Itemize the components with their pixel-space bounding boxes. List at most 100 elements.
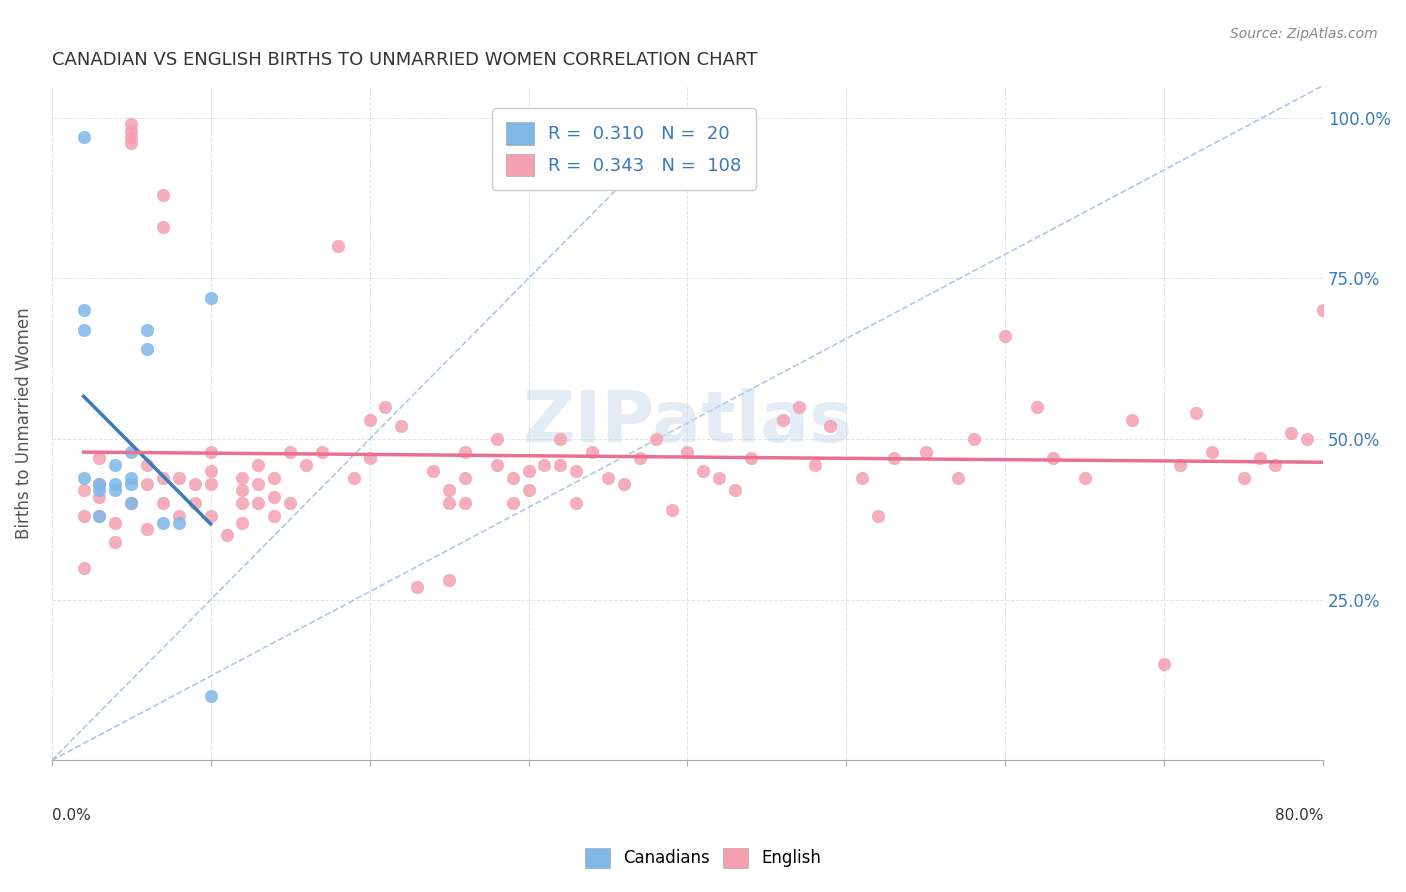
Point <box>120 445 142 459</box>
Point <box>278 445 301 459</box>
Point <box>502 496 524 510</box>
Point <box>740 451 762 466</box>
Point <box>295 458 318 472</box>
Point <box>946 470 969 484</box>
Point <box>120 496 142 510</box>
Point <box>215 528 238 542</box>
Point <box>437 483 460 498</box>
Point <box>1233 470 1256 484</box>
Point <box>550 432 572 446</box>
Point <box>247 477 270 491</box>
Point <box>851 470 873 484</box>
Point <box>1074 470 1097 484</box>
Point <box>89 509 111 524</box>
Point <box>120 117 142 131</box>
Point <box>1201 445 1223 459</box>
Point <box>89 509 111 524</box>
Point <box>565 496 588 510</box>
Point <box>184 496 207 510</box>
Point <box>72 323 94 337</box>
Text: CANADIAN VS ENGLISH BIRTHS TO UNMARRIED WOMEN CORRELATION CHART: CANADIAN VS ENGLISH BIRTHS TO UNMARRIED … <box>52 51 756 69</box>
Point <box>104 477 127 491</box>
Point <box>104 516 127 530</box>
Point <box>120 123 142 137</box>
Point <box>1296 432 1319 446</box>
Point <box>343 470 366 484</box>
Point <box>247 458 270 472</box>
Point <box>374 400 396 414</box>
Point <box>167 509 190 524</box>
Point <box>136 342 159 356</box>
Point <box>517 483 540 498</box>
Point <box>231 516 253 530</box>
Point <box>120 136 142 151</box>
Point <box>136 323 159 337</box>
Point <box>565 464 588 478</box>
Point <box>120 477 142 491</box>
Point <box>311 445 333 459</box>
Point <box>692 464 714 478</box>
Point <box>787 400 810 414</box>
Point <box>1344 458 1367 472</box>
Point <box>263 470 285 484</box>
Point <box>596 470 619 484</box>
Point <box>1360 470 1382 484</box>
Point <box>613 477 636 491</box>
Point <box>581 445 603 459</box>
Point <box>820 419 842 434</box>
Point <box>502 470 524 484</box>
Legend: Canadians, English: Canadians, English <box>578 841 828 875</box>
Point <box>628 451 651 466</box>
Point <box>1185 406 1208 420</box>
Point <box>1327 445 1350 459</box>
Point <box>89 477 111 491</box>
Point <box>803 458 825 472</box>
Point <box>89 483 111 498</box>
Point <box>72 470 94 484</box>
Point <box>661 502 683 516</box>
Point <box>89 477 111 491</box>
Point <box>962 432 984 446</box>
Point <box>724 483 747 498</box>
Point <box>1264 458 1286 472</box>
Point <box>136 477 159 491</box>
Text: ZIPatlas: ZIPatlas <box>523 388 852 458</box>
Point <box>454 496 477 510</box>
Point <box>89 490 111 504</box>
Point <box>437 574 460 588</box>
Point <box>1312 303 1334 318</box>
Point <box>72 560 94 574</box>
Point <box>136 522 159 536</box>
Point <box>104 458 127 472</box>
Point <box>1121 413 1143 427</box>
Point <box>422 464 444 478</box>
Text: 80.0%: 80.0% <box>1275 807 1323 822</box>
Point <box>326 239 349 253</box>
Point <box>200 291 222 305</box>
Point <box>1026 400 1049 414</box>
Point <box>485 458 508 472</box>
Point <box>263 490 285 504</box>
Point <box>184 477 207 491</box>
Point <box>152 496 174 510</box>
Text: 0.0%: 0.0% <box>52 807 90 822</box>
Point <box>676 445 699 459</box>
Point <box>883 451 905 466</box>
Point <box>644 432 666 446</box>
Point <box>914 445 936 459</box>
Point <box>1153 657 1175 671</box>
Point <box>200 509 222 524</box>
Point <box>152 219 174 234</box>
Point <box>89 451 111 466</box>
Point <box>104 483 127 498</box>
Point <box>1249 451 1271 466</box>
Point <box>485 432 508 446</box>
Point <box>104 534 127 549</box>
Point <box>200 689 222 703</box>
Point <box>200 445 222 459</box>
Point <box>1042 451 1064 466</box>
Point <box>517 464 540 478</box>
Point <box>152 470 174 484</box>
Point <box>136 458 159 472</box>
Point <box>152 516 174 530</box>
